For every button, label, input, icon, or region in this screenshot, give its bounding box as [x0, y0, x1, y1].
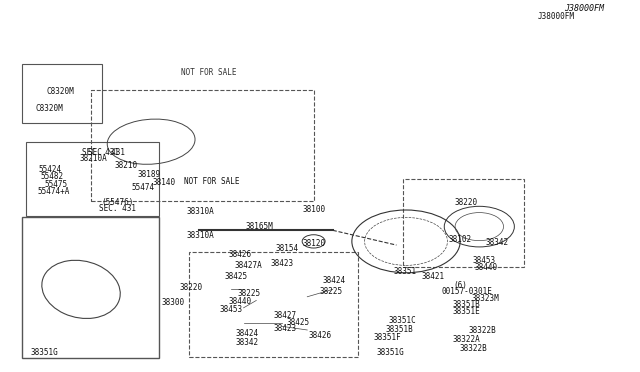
Text: 38165M: 38165M	[246, 222, 273, 231]
Bar	[189, 253, 358, 357]
Text: 38322B: 38322B	[459, 344, 487, 353]
Text: 38427: 38427	[273, 311, 296, 320]
Text: 38425: 38425	[225, 272, 248, 281]
Text: 38424: 38424	[235, 329, 259, 338]
Text: 38427A: 38427A	[235, 261, 262, 270]
Text: 38210A: 38210A	[80, 154, 108, 163]
Text: C8320M: C8320M	[35, 104, 63, 113]
Text: 38210: 38210	[114, 161, 137, 170]
Text: 55474+A: 55474+A	[38, 187, 70, 196]
Text: J38000FM: J38000FM	[537, 12, 574, 21]
Text: NOT FOR SALE: NOT FOR SALE	[184, 177, 239, 186]
Text: 38220: 38220	[455, 198, 478, 207]
Text: 38425: 38425	[286, 318, 309, 327]
Text: 00157-0301E: 00157-0301E	[441, 287, 492, 296]
Bar	[91, 90, 314, 201]
Text: 38351G: 38351G	[31, 349, 59, 357]
Text: 38322B: 38322B	[468, 326, 497, 335]
Text: 38310A: 38310A	[186, 231, 214, 240]
Text: 38423: 38423	[273, 324, 296, 333]
Text: 38322A: 38322A	[452, 335, 481, 344]
Text: 38342: 38342	[486, 238, 509, 247]
Text: J38000FM: J38000FM	[564, 4, 604, 13]
Text: 38426: 38426	[228, 250, 252, 259]
Text: 38351B: 38351B	[386, 326, 413, 334]
Text: 38440: 38440	[228, 297, 252, 306]
Text: 38225: 38225	[237, 289, 260, 298]
Text: 38220: 38220	[180, 283, 203, 292]
Text: 38100: 38100	[302, 205, 325, 215]
Text: 38453: 38453	[473, 256, 496, 265]
Text: 38225: 38225	[320, 287, 343, 296]
Text: 38423: 38423	[270, 259, 293, 268]
Bar	[22, 64, 102, 123]
Text: 38189: 38189	[138, 170, 161, 179]
Text: 38351G: 38351G	[376, 348, 404, 357]
Text: 38342: 38342	[235, 339, 259, 347]
Bar	[26, 142, 159, 215]
Text: SEC. 431: SEC. 431	[88, 148, 125, 157]
Text: 38453: 38453	[220, 305, 243, 314]
Text: 55474: 55474	[131, 183, 154, 192]
Text: 38310A: 38310A	[186, 207, 214, 217]
Text: 38426: 38426	[308, 331, 332, 340]
Text: 38351C: 38351C	[389, 316, 417, 325]
Text: 38440: 38440	[474, 263, 497, 272]
Text: 38424: 38424	[323, 276, 346, 285]
Text: 38154: 38154	[275, 244, 298, 253]
Text: (55476): (55476)	[101, 198, 134, 207]
Text: 38421: 38421	[422, 272, 445, 281]
Text: 38140: 38140	[152, 178, 175, 187]
Text: NOT FOR SALE: NOT FOR SALE	[180, 68, 236, 77]
Text: (6): (6)	[453, 281, 467, 290]
Text: 38300: 38300	[162, 298, 185, 307]
Text: 38351: 38351	[394, 267, 417, 276]
Text: 55424: 55424	[39, 165, 62, 174]
Text: 38120: 38120	[302, 239, 325, 248]
Text: 38351E: 38351E	[452, 307, 481, 316]
Text: 55475: 55475	[44, 180, 67, 189]
Text: 38351F: 38351F	[373, 333, 401, 342]
Text: 38323M: 38323M	[472, 294, 500, 303]
Text: 55482: 55482	[41, 172, 64, 181]
Text: 38351B: 38351B	[452, 300, 481, 309]
Text: SEC. 431: SEC. 431	[82, 148, 118, 157]
Text: SEC. 431: SEC. 431	[99, 203, 136, 213]
Bar	[22, 217, 159, 358]
Bar	[403, 179, 524, 267]
Text: 38102: 38102	[449, 235, 472, 244]
Text: C8320M: C8320M	[46, 87, 74, 96]
